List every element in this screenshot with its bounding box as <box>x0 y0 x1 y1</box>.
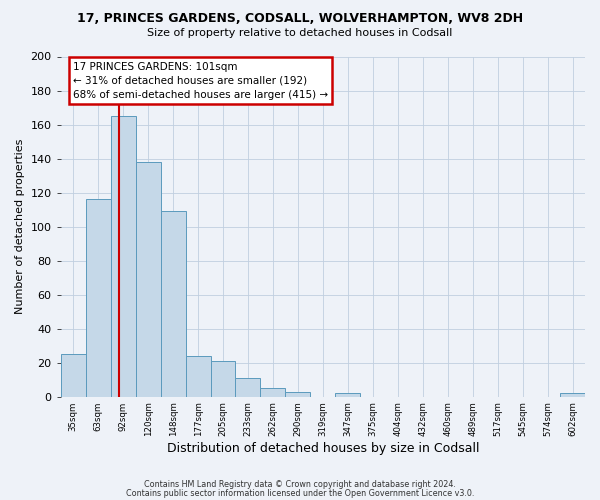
Bar <box>211 361 235 396</box>
Bar <box>335 394 361 396</box>
Bar <box>161 212 185 396</box>
Bar <box>136 162 161 396</box>
Bar <box>260 388 286 396</box>
X-axis label: Distribution of detached houses by size in Codsall: Distribution of detached houses by size … <box>167 442 479 455</box>
Y-axis label: Number of detached properties: Number of detached properties <box>15 139 25 314</box>
Text: 17 PRINCES GARDENS: 101sqm
← 31% of detached houses are smaller (192)
68% of sem: 17 PRINCES GARDENS: 101sqm ← 31% of deta… <box>73 62 328 100</box>
Bar <box>110 116 136 396</box>
Bar <box>560 394 585 396</box>
Bar <box>61 354 86 397</box>
Text: Contains public sector information licensed under the Open Government Licence v3: Contains public sector information licen… <box>126 488 474 498</box>
Text: Size of property relative to detached houses in Codsall: Size of property relative to detached ho… <box>148 28 452 38</box>
Bar <box>185 356 211 397</box>
Text: Contains HM Land Registry data © Crown copyright and database right 2024.: Contains HM Land Registry data © Crown c… <box>144 480 456 489</box>
Bar <box>86 200 110 396</box>
Bar <box>286 392 310 396</box>
Text: 17, PRINCES GARDENS, CODSALL, WOLVERHAMPTON, WV8 2DH: 17, PRINCES GARDENS, CODSALL, WOLVERHAMP… <box>77 12 523 26</box>
Bar <box>235 378 260 396</box>
